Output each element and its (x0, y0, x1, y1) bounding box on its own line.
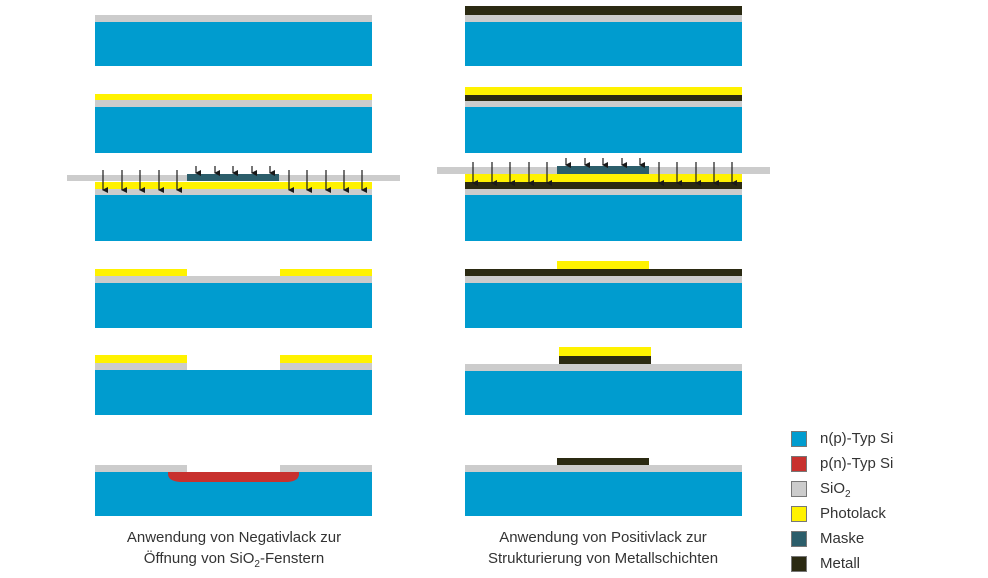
sio2-layer (465, 189, 742, 195)
swatch-icon (791, 480, 807, 497)
legend-item-n-si: n(p)-Typ Si (791, 426, 893, 451)
substrate-n-si (465, 22, 742, 66)
negativ-step-3-exposure (67, 166, 400, 241)
legend-item-maske: Maske (791, 526, 893, 551)
positiv-step-3-exposure (437, 158, 770, 241)
positiv-column (437, 6, 770, 516)
sio2-layer (95, 189, 372, 195)
metal-layer (559, 356, 651, 364)
swatch-icon (791, 505, 807, 522)
metal-layer (465, 95, 742, 101)
sio2-layer (465, 364, 742, 371)
positiv-step-6-stripped (465, 458, 742, 516)
negativ-step-6-diffused (95, 465, 372, 516)
substrate-n-si (465, 472, 742, 516)
sio2-layer (465, 465, 742, 472)
sio2-layer (280, 363, 372, 370)
photolack-layer (280, 355, 372, 363)
p-si-diffusion-region (168, 472, 299, 482)
metal-layer (557, 458, 649, 465)
negativ-step-4-developed (95, 269, 372, 328)
photolack-layer (95, 269, 187, 276)
sio2-layer (280, 465, 372, 472)
caption-line-2: Strukturierung von Metallschichten (487, 550, 719, 567)
negativ-step-5-etched (95, 355, 372, 415)
substrate-n-si (465, 195, 742, 241)
exposure-arrows (102, 170, 367, 193)
legend-label: p(n)-Typ Si (820, 455, 894, 472)
sio2-layer (95, 100, 372, 107)
caption-line-2: Öffnung von SiO2-Fenstern (143, 550, 325, 570)
blocked-arrows (195, 166, 275, 176)
legend-item-p-si: p(n)-Typ Si (791, 451, 893, 476)
legend-label: Maske (820, 530, 865, 547)
exposure-arrows (472, 162, 737, 186)
positiv-step-2 (465, 87, 742, 153)
legend-label: n(p)-Typ Si (820, 430, 894, 447)
blocked-arrows (565, 158, 645, 168)
photolack-layer (465, 87, 742, 95)
caption-negativlack: Anwendung von Negativlack zur Öffnung vo… (84, 527, 384, 570)
substrate-n-si (465, 371, 742, 415)
photolack-layer (557, 261, 649, 269)
substrate-n-si (95, 283, 372, 328)
legend-label: SiO2 (820, 480, 851, 500)
positiv-step-4-developed (465, 261, 742, 328)
metal-layer (465, 6, 742, 15)
swatch-icon (791, 455, 807, 472)
negativ-step-2 (95, 94, 372, 153)
negativ-step-1 (95, 15, 372, 66)
mask-absorber (187, 174, 279, 181)
substrate-n-si (95, 370, 372, 415)
legend-label: Photolack (820, 505, 886, 522)
sio2-layer (465, 101, 742, 107)
sio2-layer (465, 15, 742, 22)
photolack-layer (559, 347, 651, 356)
photolack-layer (95, 94, 372, 100)
legend-item-sio2: SiO2 (791, 476, 893, 501)
substrate-n-si (95, 107, 372, 153)
caption-positivlack: Anwendung von Positivlack zur Strukturie… (453, 527, 753, 569)
sio2-layer (465, 276, 742, 283)
substrate-n-si (465, 107, 742, 153)
caption-line-1: Anwendung von Negativlack zur (126, 529, 342, 546)
mask-absorber (557, 166, 649, 174)
sio2-layer (95, 15, 372, 22)
negativ-column (67, 15, 400, 516)
sio2-layer (95, 363, 187, 370)
legend: n(p)-Typ Si p(n)-Typ Si SiO2 Photolack M… (791, 426, 893, 576)
positiv-step-5-etched (465, 347, 742, 415)
photolack-layer (95, 182, 372, 189)
substrate-n-si (465, 283, 742, 328)
swatch-icon (791, 530, 807, 547)
sio2-layer (95, 276, 372, 283)
caption-line-1: Anwendung von Positivlack zur (499, 529, 707, 546)
photolack-layer (465, 174, 742, 182)
photolack-layer (280, 269, 372, 276)
legend-item-photolack: Photolack (791, 501, 893, 526)
legend-item-metall: Metall (791, 551, 893, 576)
swatch-icon (791, 555, 807, 572)
legend-label: Metall (820, 555, 861, 572)
swatch-icon (791, 430, 807, 447)
photolack-layer (95, 355, 187, 363)
substrate-n-si (95, 195, 372, 241)
substrate-n-si (95, 22, 372, 66)
metal-layer (465, 182, 742, 189)
metal-layer (465, 269, 742, 276)
sio2-layer (95, 465, 187, 472)
positiv-step-1 (465, 6, 742, 66)
